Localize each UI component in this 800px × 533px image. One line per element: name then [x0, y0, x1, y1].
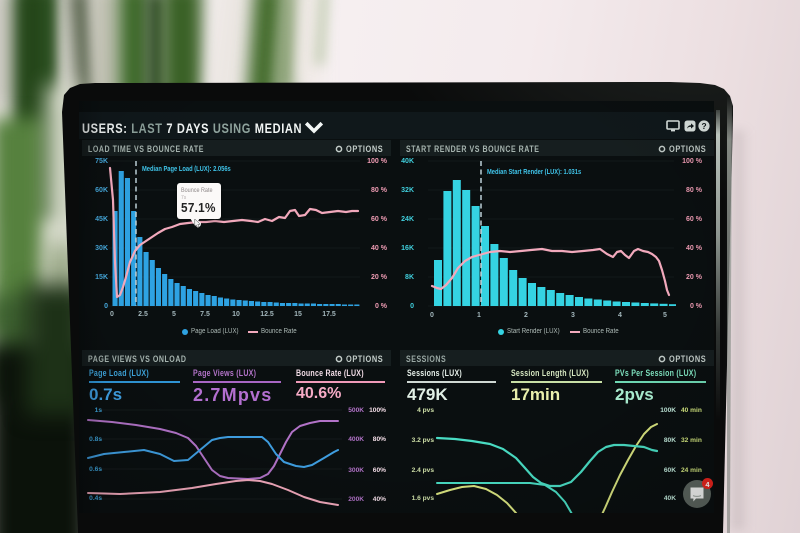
svg-text:?: ? — [701, 121, 706, 131]
